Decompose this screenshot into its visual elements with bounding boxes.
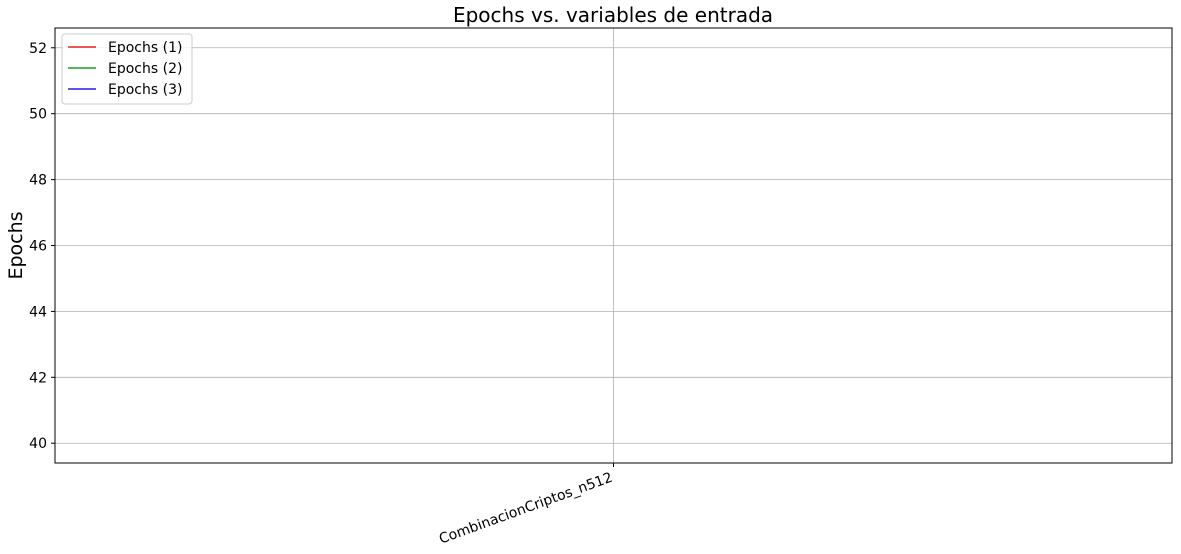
y-tick-label: 40 <box>29 436 47 452</box>
legend-label: Epochs (3) <box>108 82 182 98</box>
y-tick-label: 42 <box>29 370 47 386</box>
legend-label: Epochs (2) <box>108 61 182 77</box>
y-tick-label: 48 <box>29 173 47 189</box>
y-tick-label: 46 <box>29 239 47 255</box>
y-tick-label: 50 <box>29 107 47 123</box>
legend-items: Epochs (1) Epochs (2) Epochs (3) <box>68 40 182 98</box>
grid-lines <box>55 28 1172 463</box>
legend-label: Epochs (1) <box>108 40 182 56</box>
legend: Epochs (1) Epochs (2) Epochs (3) <box>61 33 193 105</box>
x-tick-label: CombinacionCriptos_n512 <box>437 470 615 548</box>
x-axis-ticks: CombinacionCriptos_n512 <box>437 463 615 548</box>
chart-title: Epochs vs. variables de entrada <box>453 3 773 27</box>
y-tick-label: 44 <box>29 304 47 320</box>
y-tick-label: 52 <box>29 41 47 57</box>
y-axis-label: Epochs <box>5 211 27 279</box>
y-axis-ticks: 40 42 44 46 48 50 52 <box>29 41 55 452</box>
legend-box <box>61 33 193 105</box>
